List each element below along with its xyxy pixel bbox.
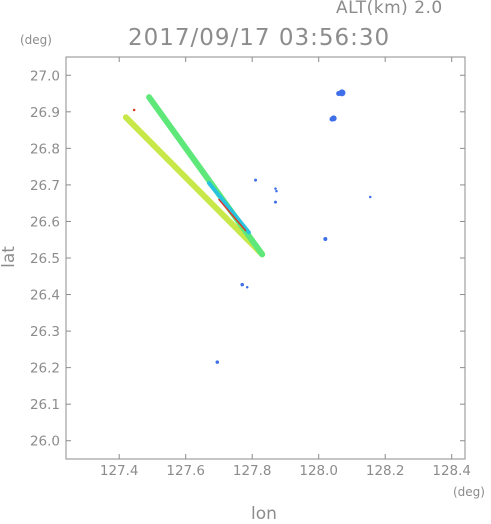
plot-marks xyxy=(122,89,372,364)
y-tick-label: 26.2 xyxy=(30,361,60,377)
echo-point xyxy=(368,195,372,199)
x-tick-label: 128.4 xyxy=(432,463,471,479)
echo-point xyxy=(274,187,277,190)
echo-point xyxy=(273,200,277,204)
y-tick-label: 26.0 xyxy=(30,434,60,450)
echo-point xyxy=(329,116,335,122)
echo-point xyxy=(132,108,136,112)
echo-point xyxy=(215,360,220,364)
y-tick-label: 26.3 xyxy=(30,324,60,340)
datetime-title: 2017/09/17 03:56:30 xyxy=(128,25,391,51)
y-tick-label: 26.4 xyxy=(30,288,60,304)
y-unit-label: (deg) xyxy=(20,33,52,47)
altitude-label: ALT(km) 2.0 xyxy=(336,0,443,18)
echo-point xyxy=(245,285,249,289)
echo-point xyxy=(323,236,328,241)
y-tick-label: 27.0 xyxy=(30,68,60,84)
x-tick-label: 127.6 xyxy=(166,463,205,479)
echo-point xyxy=(275,189,278,193)
y-tick-label: 26.1 xyxy=(30,397,60,413)
echo-streak xyxy=(218,198,247,232)
x-tick-label: 127.4 xyxy=(100,463,139,479)
x-axis-label: lon xyxy=(251,504,277,524)
x-tick-label: 128.2 xyxy=(366,463,405,479)
echo-point xyxy=(336,91,342,97)
x-tick-label: 128.0 xyxy=(299,463,338,479)
x-tick-label: 127.8 xyxy=(233,463,272,479)
x-unit-label: (deg) xyxy=(453,485,485,499)
y-tick-label: 26.7 xyxy=(30,178,60,194)
y-tick-label: 26.6 xyxy=(30,214,60,230)
axes: 26.0 26.1 26.2 26.3 26.4 26.5 26.6 26.7 26.8 26.9… xyxy=(30,56,471,479)
y-tick-label: 26.9 xyxy=(30,105,60,121)
y-tick-label: 26.8 xyxy=(30,141,60,157)
echo-streak xyxy=(206,181,251,235)
echo-point xyxy=(240,282,244,287)
echo-point xyxy=(254,178,258,182)
echo-streak xyxy=(122,114,266,258)
y-tick-label: 26.5 xyxy=(30,251,60,267)
